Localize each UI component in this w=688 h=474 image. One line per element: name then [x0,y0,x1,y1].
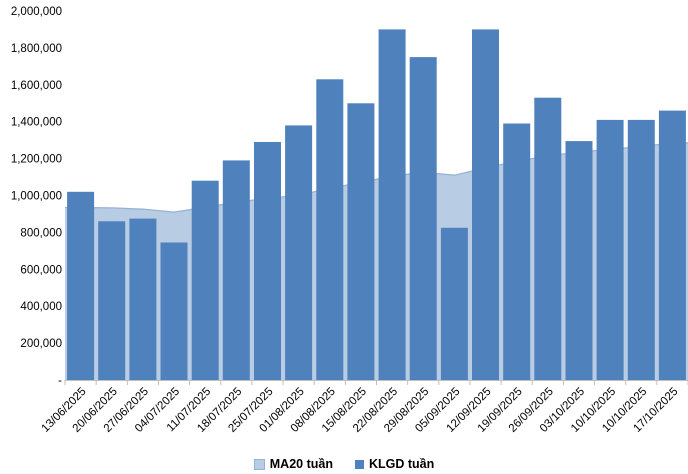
y-axis-label: - [58,375,62,387]
bar [596,119,624,381]
bar [409,57,437,380]
y-axis-label: 1,600,000 [11,80,62,92]
ma20-area [65,142,688,380]
ma20-line [65,142,688,213]
bar [285,125,313,381]
bar [472,29,499,381]
bar [222,160,250,380]
bar [254,142,281,380]
legend-item-ma20: MA20 tuần [253,457,333,471]
klgd-legend-label: KLGD tuần [368,457,435,471]
bar [160,242,188,380]
y-axis-label: 1,200,000 [11,154,62,166]
y-axis-label: 1,400,000 [11,117,62,129]
ma20-legend-swatch-icon [253,458,265,470]
y-axis-label: 400,000 [20,301,62,313]
y-axis-label: 1,800,000 [11,43,62,55]
y-axis-label: 200,000 [20,338,62,350]
y-axis-label: 800,000 [20,227,62,239]
bar [440,227,468,380]
bar [347,103,375,381]
bar [129,218,157,380]
bar [503,123,531,380]
chart-legend: MA20 tuần KLGD tuần [0,457,688,471]
bar [627,119,655,381]
bar [658,110,686,380]
bar [98,221,126,380]
bar [534,97,562,380]
ma20-legend-label: MA20 tuần [269,457,333,471]
klgd-legend-swatch-icon [354,459,364,469]
bar [378,29,406,381]
y-axis-label: 600,000 [20,264,62,276]
bar [565,141,593,380]
bar [316,79,344,381]
y-axis-label: 2,000,000 [11,6,62,18]
bar [191,180,219,380]
y-axis-label: 1,000,000 [11,191,62,203]
legend-item-klgd: KLGD tuần [354,457,435,471]
bar [67,191,95,380]
